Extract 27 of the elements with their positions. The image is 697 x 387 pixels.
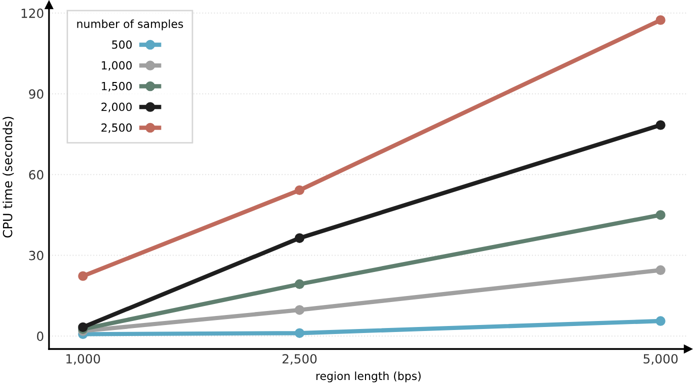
point xyxy=(656,210,666,220)
point xyxy=(78,271,88,281)
y-tick-label: 30 xyxy=(29,250,44,260)
legend-label: 2,500 xyxy=(101,123,132,133)
point xyxy=(294,233,304,243)
y-axis-title: CPU time (seconds) xyxy=(2,116,14,238)
legend-label: 2,000 xyxy=(101,102,132,112)
x-tick-label: 5,000 xyxy=(644,354,678,365)
point xyxy=(294,279,304,289)
point xyxy=(294,328,304,338)
y-tick-label: 90 xyxy=(29,89,44,99)
point xyxy=(656,265,666,275)
legend-title: number of samples xyxy=(77,19,184,30)
legend-label: 1,500 xyxy=(102,82,132,92)
point xyxy=(656,316,666,326)
point xyxy=(294,305,304,315)
point xyxy=(656,15,666,25)
legend-label: 1,000 xyxy=(102,61,132,71)
x-tick-label: 2,500 xyxy=(282,354,317,365)
x-axis-title: region length (bps) xyxy=(316,372,421,382)
point xyxy=(656,120,666,130)
x-tick-label: 1,000 xyxy=(66,354,100,365)
point xyxy=(294,185,304,196)
y-tick-label: 60 xyxy=(29,170,44,180)
y-tick-label: 120 xyxy=(22,8,44,18)
y-tick-label: 0 xyxy=(37,332,44,342)
legend-label: 500 xyxy=(112,40,132,49)
